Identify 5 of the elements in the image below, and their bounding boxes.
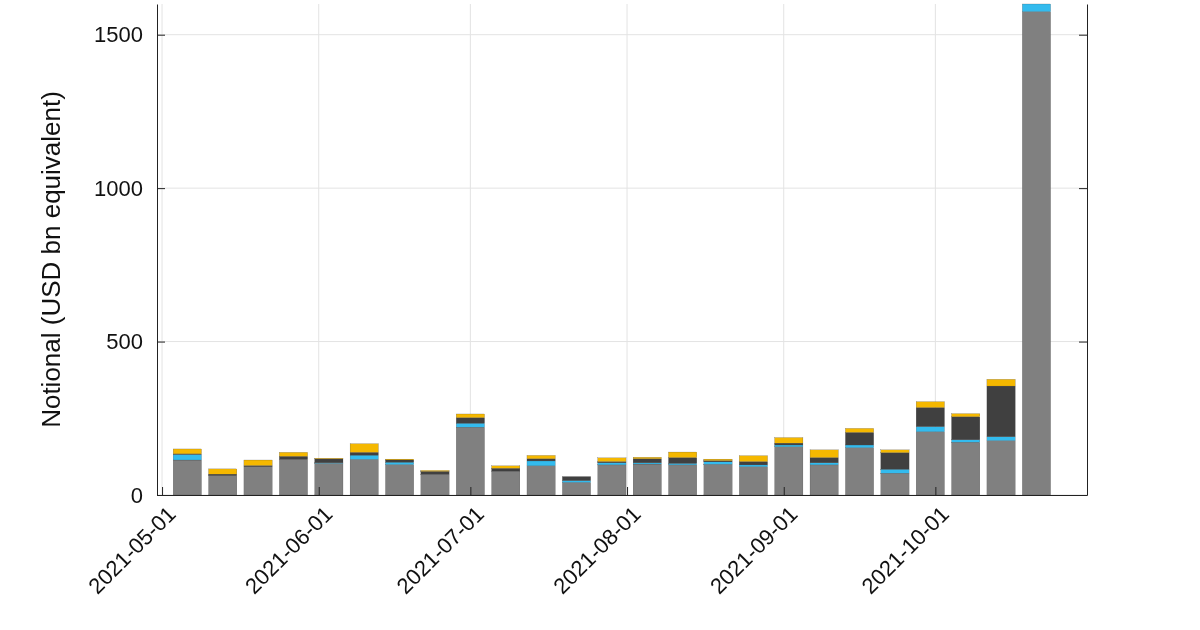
y-axis-title: Notional (USD bn equivalent): [36, 91, 66, 428]
y-tick-label: 0: [130, 482, 143, 508]
y-tick-label: 1000: [94, 175, 143, 201]
y-tick-label: 500: [106, 329, 143, 355]
y-tick-label: 1500: [94, 22, 143, 48]
